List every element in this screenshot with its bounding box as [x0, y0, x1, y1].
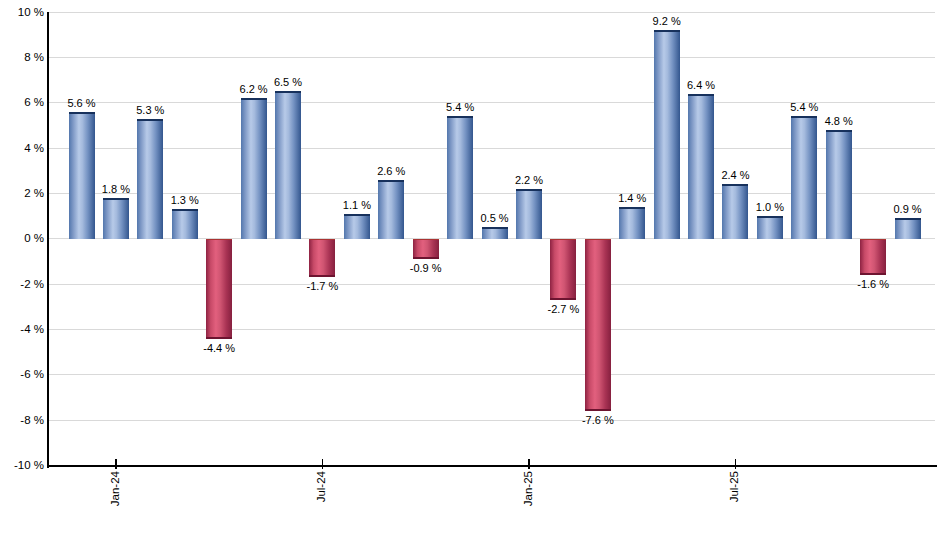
- y-tick-label: 8 %: [0, 51, 44, 64]
- bar: [895, 218, 921, 238]
- bar: [516, 189, 542, 239]
- bar-value-label: -0.9 %: [394, 262, 458, 274]
- y-tick-label: 4 %: [0, 142, 44, 155]
- y-tick-label: -10 %: [0, 459, 44, 472]
- y-tick-label: 6 %: [0, 96, 44, 109]
- gridline: [47, 284, 935, 285]
- bar: [69, 112, 95, 239]
- x-tick-label: Jul-25: [728, 471, 741, 502]
- bar: [309, 239, 335, 278]
- bar: [654, 30, 680, 239]
- bar-value-label: 4.8 %: [807, 115, 871, 127]
- y-tick-label: 10 %: [0, 6, 44, 19]
- bar-value-label: 9.2 %: [635, 15, 699, 27]
- bar-value-label: 5.6 %: [50, 97, 114, 109]
- bar: [550, 239, 576, 300]
- bar: [103, 198, 129, 239]
- x-axis-tick: [322, 459, 324, 469]
- bar: [688, 94, 714, 239]
- gridline: [47, 12, 935, 13]
- bar-value-label: 2.6 %: [359, 165, 423, 177]
- bar: [378, 180, 404, 239]
- bar-value-label: 5.4 %: [772, 101, 836, 113]
- gridline: [47, 329, 935, 330]
- bar-value-label: 5.3 %: [118, 104, 182, 116]
- bar-value-label: -1.6 %: [841, 278, 905, 290]
- x-axis: [47, 465, 937, 467]
- bar-value-label: 1.3 %: [153, 194, 217, 206]
- x-axis-tick: [528, 459, 530, 469]
- monthly-returns-bar-chart: 10 % 8 % 6 % 4 % 2 % 0 % -2 % -4 % -6 % -8 % -10 %…: [0, 0, 940, 550]
- y-axis: [47, 12, 49, 468]
- bar: [482, 227, 508, 238]
- bar: [413, 239, 439, 259]
- bar: [241, 98, 267, 239]
- bar: [826, 130, 852, 239]
- bar-value-label: -7.6 %: [566, 414, 630, 426]
- y-tick-label: 2 %: [0, 187, 44, 200]
- bar: [206, 239, 232, 339]
- bar: [791, 116, 817, 238]
- x-axis-tick: [735, 459, 737, 469]
- bar: [344, 214, 370, 239]
- bar: [585, 239, 611, 411]
- bar: [757, 216, 783, 239]
- x-tick-label: Jan-25: [522, 471, 535, 506]
- bar-value-label: 2.4 %: [703, 169, 767, 181]
- gridline: [47, 57, 935, 58]
- x-axis-tick: [115, 459, 117, 469]
- bar: [137, 119, 163, 239]
- bar: [619, 207, 645, 239]
- y-tick-label: -6 %: [0, 368, 44, 381]
- bar-value-label: 6.4 %: [669, 79, 733, 91]
- x-tick-label: Jul-24: [315, 471, 328, 502]
- y-tick-label: -2 %: [0, 278, 44, 291]
- bar-value-label: 0.9 %: [876, 203, 940, 215]
- bar-value-label: 2.2 %: [497, 174, 561, 186]
- gridline: [47, 420, 935, 421]
- bar-value-label: -4.4 %: [187, 342, 251, 354]
- gridline: [47, 374, 935, 375]
- x-tick-label: Jan-24: [109, 471, 122, 506]
- bar-value-label: 6.5 %: [256, 76, 320, 88]
- bar: [172, 209, 198, 238]
- bar: [275, 91, 301, 238]
- bar-value-label: 5.4 %: [428, 101, 492, 113]
- bar-value-label: -1.7 %: [290, 280, 354, 292]
- y-tick-label: -4 %: [0, 323, 44, 336]
- bar: [860, 239, 886, 275]
- y-tick-label: -8 %: [0, 414, 44, 427]
- y-tick-label: 0 %: [0, 232, 44, 245]
